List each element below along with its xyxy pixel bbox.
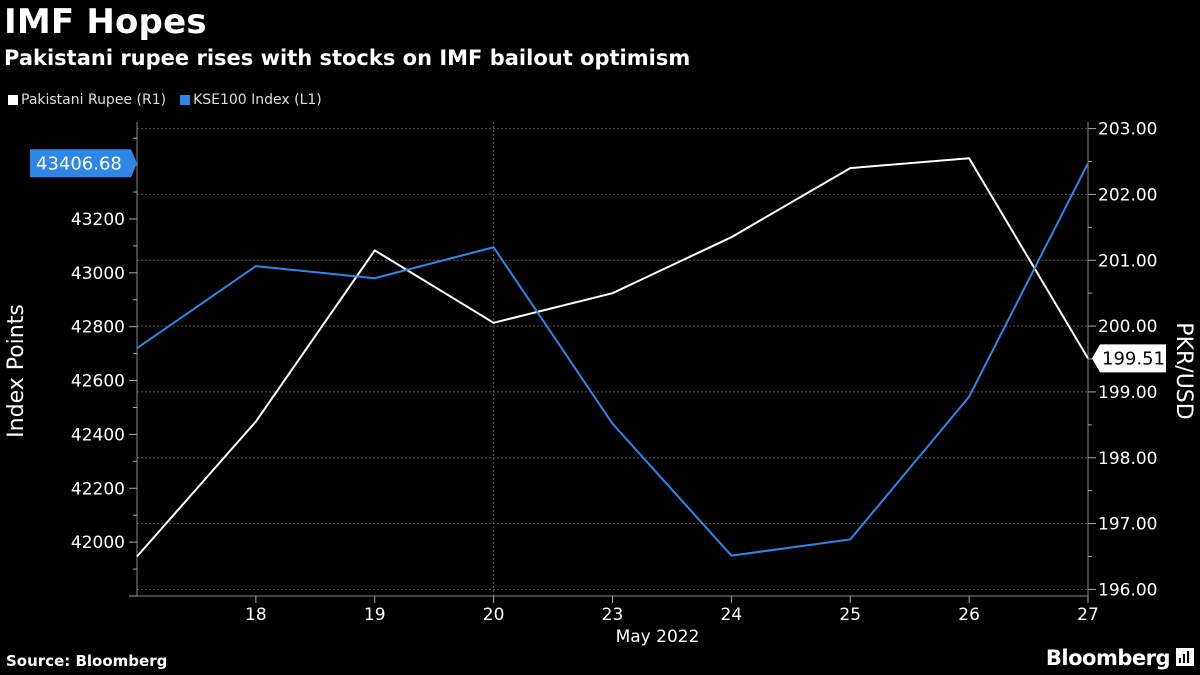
right-tick-label: 198.00: [1098, 449, 1157, 469]
right-tick-label: 196.00: [1098, 580, 1157, 600]
x-tick-label: 20: [483, 605, 505, 625]
right-tick-label: 203.00: [1098, 120, 1157, 140]
x-tick-label: 25: [839, 605, 861, 625]
left-tick-label: 42200: [71, 479, 125, 499]
left-tick-label: 42800: [71, 318, 125, 338]
kse100-last-value-label: 43406.68: [36, 153, 122, 174]
legend-label-rupee: Pakistani Rupee (R1): [21, 92, 167, 108]
kse100-last-value-box: [30, 149, 137, 178]
brand-logo: Bloomberg: [1045, 646, 1171, 670]
legend: Pakistani Rupee (R1) KSE100 Index (L1): [8, 92, 336, 108]
right-tick-label: 200.00: [1098, 317, 1157, 337]
chart-title: IMF Hopes: [4, 2, 207, 42]
left-tick-label: 43000: [71, 264, 125, 284]
right-tick-label: 202.00: [1098, 185, 1157, 205]
x-tick-label: 27: [1077, 605, 1099, 625]
left-tick-label: 42600: [71, 372, 125, 392]
x-tick-label: 24: [721, 605, 743, 625]
left-tick-label: 43200: [71, 210, 125, 230]
legend-item-kse100: KSE100 Index (L1): [180, 92, 322, 108]
terminal-icon: [1176, 648, 1194, 666]
series-line-kse100: [136, 162, 1089, 557]
legend-label-kse100: KSE100 Index (L1): [193, 92, 322, 108]
rupee-last-value-label: 199.51: [1102, 348, 1165, 369]
legend-swatch-kse100: [180, 95, 191, 105]
rupee-last-value-box: [1092, 344, 1166, 373]
x-axis-label: May 2022: [616, 627, 700, 647]
right-axis-title: PKR/USD: [1171, 322, 1196, 419]
x-tick-label: 18: [245, 605, 267, 625]
chart-subtitle: Pakistani rupee rises with stocks on IMF…: [4, 46, 691, 70]
source-note: Source: Bloomberg: [6, 652, 168, 670]
right-tick-label: 197.00: [1098, 515, 1157, 535]
legend-swatch-rupee: [8, 95, 18, 105]
left-axis-title: Index Points: [4, 304, 29, 438]
x-tick-label: 23: [602, 605, 624, 625]
series-line-rupee: [136, 157, 1089, 558]
legend-item-rupee: Pakistani Rupee (R1): [8, 92, 166, 108]
right-tick-label: 199.00: [1098, 383, 1157, 403]
right-tick-label: 201.00: [1098, 251, 1157, 271]
left-tick-label: 42000: [71, 533, 125, 553]
left-tick-label: 42400: [71, 425, 125, 445]
x-tick-label: 19: [364, 605, 386, 625]
x-tick-label: 26: [958, 605, 980, 625]
